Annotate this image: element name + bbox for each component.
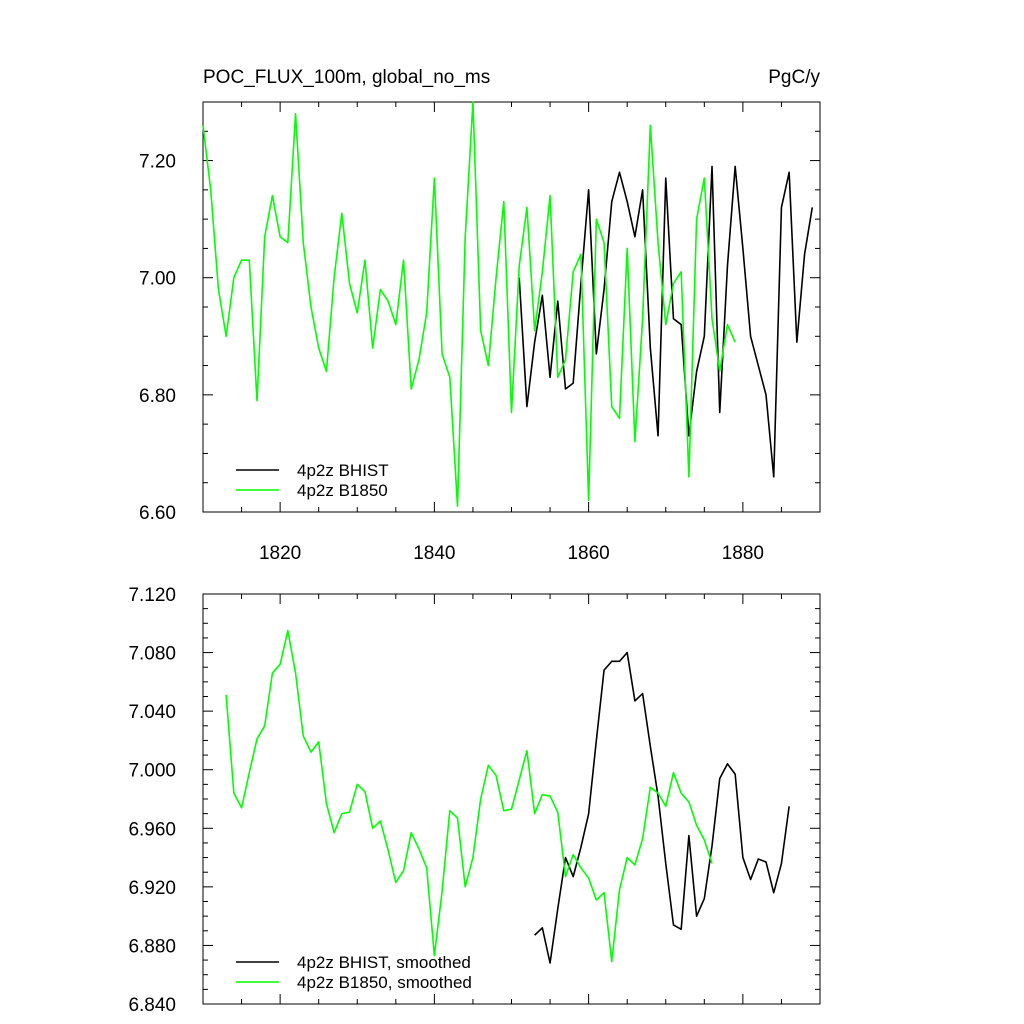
- x-tick-label: 1840: [413, 543, 455, 564]
- top-panel: POC_FLUX_100m, global_no_ms PgC/y 1820 18…: [139, 67, 821, 564]
- y-tick-label: 6.80: [139, 386, 176, 407]
- bottom-panel-frame: [202, 593, 821, 1005]
- y-tick-label: 7.00: [139, 269, 176, 290]
- y-tick-label: 6.880: [128, 936, 176, 957]
- x-tick-label: 1820: [259, 543, 301, 564]
- top-panel-legend: 4p2z BHIST 4p2z B1850: [236, 461, 389, 500]
- x-tick-label: 1880: [722, 543, 764, 564]
- series-line-bhist: [518, 165, 814, 478]
- top-panel-frame: [202, 101, 821, 513]
- legend-label-bhist-smoothed: 4p2z BHIST, smoothed: [297, 953, 471, 972]
- top-panel-series: [202, 101, 814, 507]
- bottom-panel-legend: 4p2z BHIST, smoothed 4p2z B1850, smoothe…: [236, 953, 472, 992]
- y-tick-label: 7.080: [128, 644, 176, 665]
- top-panel-units: PgC/y: [768, 67, 820, 88]
- y-tick-label: 6.60: [139, 503, 176, 524]
- series-line-bhist: [534, 651, 790, 964]
- x-tick-label: 1860: [567, 543, 609, 564]
- legend-label-b1850-smoothed: 4p2z B1850, smoothed: [297, 973, 472, 992]
- top-panel-title: POC_FLUX_100m, global_no_ms: [203, 67, 490, 88]
- bottom-panel-series: [225, 629, 790, 964]
- y-tick-label: 7.000: [128, 761, 176, 782]
- y-tick-label: 6.960: [128, 819, 176, 840]
- y-tick-label: 7.040: [128, 702, 176, 723]
- y-tick-label: 7.120: [128, 585, 176, 606]
- legend-label-bhist: 4p2z BHIST: [297, 461, 389, 480]
- bottom-panel: 6.840 6.880 6.920 6.960 7.000 7.040 7.080 7.120…: [128, 585, 821, 1016]
- y-tick-label: 6.920: [128, 878, 176, 899]
- top-panel-ticks: 1820 1840 1860 1880 6.60 6.80 7.00 7.20: [139, 101, 821, 564]
- series-line-b1850: [225, 629, 713, 963]
- y-tick-label: 6.840: [128, 995, 176, 1016]
- legend-label-b1850: 4p2z B1850: [297, 481, 388, 500]
- y-tick-label: 7.20: [139, 152, 176, 173]
- series-line-b1850: [202, 101, 736, 507]
- bottom-panel-ticks: 6.840 6.880 6.920 6.960 7.000 7.040 7.080 7.120: [128, 585, 821, 1016]
